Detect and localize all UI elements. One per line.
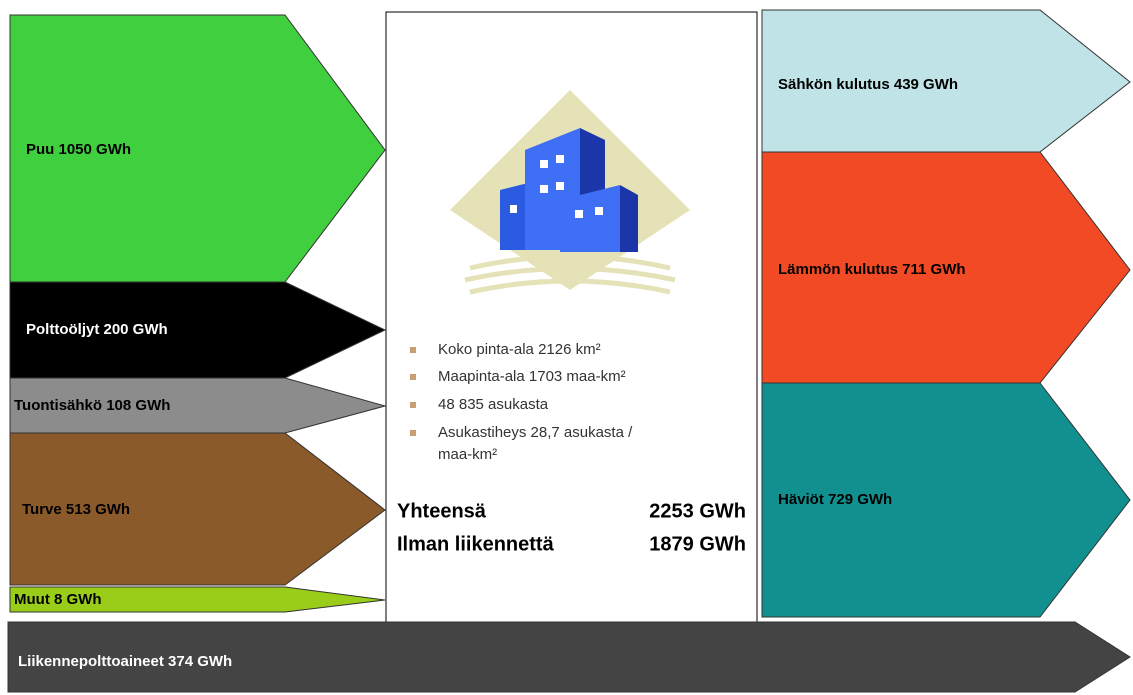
transport-label: Liikennepolttoaineet 374 GWh	[18, 653, 232, 670]
excl-label: Ilman liikennettä	[397, 533, 555, 555]
losses-arrow	[761, 382, 1131, 618]
bullet-text: Asukastiheys 28,7 asukasta /	[438, 424, 633, 441]
bullet-text: Koko pinta-ala 2126 km²	[438, 341, 601, 358]
wood-arrow	[9, 14, 386, 283]
input-label: Muut 8 GWh	[14, 591, 101, 608]
oil-arrow	[9, 281, 387, 379]
excl-value: 1879 GWh	[649, 533, 746, 555]
output-label: Sähkön kulutus 439 GWh	[778, 76, 958, 93]
total-value: 2253 GWh	[649, 500, 746, 522]
other-arrow	[9, 586, 386, 613]
total-label: Yhteensä	[397, 500, 487, 522]
bullet	[410, 347, 416, 353]
electricity-use-arrow	[761, 9, 1131, 153]
peat-arrow	[9, 432, 386, 586]
input-label: Puu 1050 GWh	[26, 141, 131, 158]
output-label: Häviöt 729 GWh	[778, 491, 892, 508]
bullet-text: 48 835 asukasta	[438, 396, 549, 413]
bullet-text: maa-km²	[438, 446, 497, 463]
input-label: Tuontisähkö 108 GWh	[14, 397, 170, 414]
bullet-text: Maapinta-ala 1703 maa-km²	[438, 368, 626, 385]
heat-use-arrow	[761, 151, 1131, 384]
input-label: Turve 513 GWh	[22, 501, 130, 518]
output-label: Lämmön kulutus 711 GWh	[778, 261, 966, 278]
bullet	[410, 374, 416, 380]
import-electricity-arrow	[9, 377, 387, 434]
input-label: Polttoöljyt 200 GWh	[26, 321, 168, 338]
bullet	[410, 430, 416, 436]
building-icon	[450, 90, 690, 295]
transport-arrow	[7, 621, 1131, 693]
bullet	[410, 402, 416, 408]
